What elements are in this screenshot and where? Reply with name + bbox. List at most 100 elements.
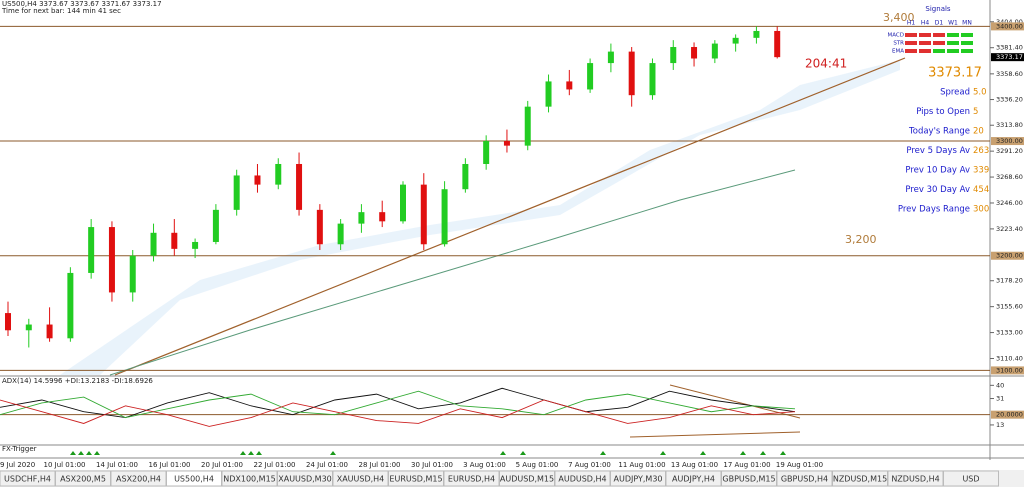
candle-body [628, 51, 635, 96]
info-label: Pips to Open [916, 107, 970, 117]
tab-label[interactable]: AUDUSD,M15 [500, 475, 554, 484]
info-price: 3373.17 [928, 66, 982, 81]
y-tick-label: 3223.40 [996, 225, 1023, 233]
signal-cell [947, 41, 959, 45]
tab-label[interactable]: NDX100,M15 [223, 475, 276, 484]
header-timer: Time for next bar: 144 min 41 sec [1, 7, 121, 15]
signal-cell [933, 33, 945, 37]
tab-label[interactable]: ASX200,M5 [60, 475, 106, 484]
tab-label[interactable]: US500,H4 [174, 475, 214, 484]
info-label: Today's Range [908, 127, 970, 137]
trigger-arrows [70, 451, 786, 455]
x-tick-label: 9 Jul 2020 [0, 461, 35, 469]
x-tick-label: 10 Jul 01:00 [44, 461, 86, 469]
tab-label[interactable]: EURUSD,M15 [389, 475, 442, 484]
moving-average [109, 169, 796, 376]
tab-label[interactable]: EURUSD,H4 [448, 475, 495, 484]
tab[interactable] [943, 470, 999, 487]
tab-label[interactable]: GBPUSD,H4 [781, 475, 828, 484]
signal-row: EMA [892, 49, 904, 55]
y-tick-label: 3155.60 [996, 303, 1023, 311]
x-tick-label: 14 Jul 01:00 [96, 461, 138, 469]
info-value: 5 [973, 107, 978, 117]
candle-body [316, 209, 323, 245]
candle-body [150, 232, 157, 256]
arrow [500, 451, 506, 455]
arrow [740, 451, 746, 455]
price-label: 3373.17 [996, 53, 1023, 61]
info-value: 20 [973, 127, 984, 137]
y-tick-label: 31 [996, 395, 1004, 403]
candle-body [691, 47, 698, 59]
tab-label[interactable]: USD [962, 475, 979, 484]
candle-body [566, 81, 573, 90]
x-tick-label: 19 Aug 01:00 [776, 461, 823, 469]
x-tick-label: 28 Jul 01:00 [359, 461, 401, 469]
signal-cell [947, 33, 959, 37]
arrow [256, 451, 262, 455]
info-label: Prev 10 Day Av [905, 166, 970, 176]
signal-cell [905, 49, 917, 53]
candle-body [462, 163, 469, 190]
level-label-bg [991, 251, 1024, 260]
tab-label[interactable]: ASX200,H4 [116, 475, 161, 484]
candle-body [670, 47, 677, 64]
y-tick-label: 3336.20 [996, 96, 1023, 104]
arrow [660, 451, 666, 455]
candle-body [400, 184, 406, 222]
signal-col: W1 [948, 20, 958, 27]
tab-label[interactable]: USDCHF,H4 [4, 475, 51, 484]
y-tick-label: 3110.40 [996, 354, 1023, 362]
arrow [240, 451, 246, 455]
x-tick-label: 30 Jul 01:00 [411, 461, 453, 469]
adx-line [0, 390, 796, 419]
candle-body [441, 189, 448, 245]
x-tick-label: 3 Aug 01:00 [463, 461, 506, 469]
info-value: 5.0 [973, 88, 987, 98]
tab-label[interactable]: NZDUSD,M15 [833, 475, 887, 484]
cloud [60, 60, 900, 375]
candle-body [5, 313, 11, 331]
tab-label[interactable]: AUDUSD,H4 [558, 475, 606, 484]
candle-body [732, 37, 739, 44]
price-label-bg [991, 53, 1024, 62]
arrow [760, 451, 766, 455]
tab-label[interactable]: XAUUSD,M30 [278, 475, 332, 484]
info-label: Spread [940, 88, 970, 98]
annotation: 3,200 [845, 233, 877, 246]
x-tick-label: 5 Aug 01:00 [516, 461, 559, 469]
signal-cell [961, 33, 973, 37]
signal-row: MACD [888, 33, 905, 39]
tab-label[interactable]: AUDJPY,H4 [672, 475, 715, 484]
y-tick-label: 13 [996, 421, 1004, 429]
signal-cell [961, 49, 973, 53]
info-value: 300 [973, 205, 989, 215]
signal-cell [905, 41, 917, 45]
info-value: 454 [973, 185, 989, 195]
candle-body [545, 81, 552, 107]
tab-label[interactable]: NZDUSD,H4 [891, 475, 939, 484]
level-label: 3100.00 [996, 366, 1023, 374]
y-tick-label: 3133.00 [996, 329, 1023, 337]
x-tick-label: 7 Aug 01:00 [568, 461, 611, 469]
candle-body [711, 43, 718, 59]
candle-body [503, 141, 510, 146]
candle-body [88, 227, 95, 273]
tab-label[interactable]: XAUUSD,H4 [337, 475, 385, 484]
arrow [248, 451, 254, 455]
candle-body [46, 324, 53, 339]
tab-label[interactable]: AUDJPY,M30 [613, 475, 662, 484]
candle-body [192, 241, 199, 249]
signal-cell [933, 41, 945, 45]
info-label: Prev Days Range [898, 205, 970, 215]
arrow [94, 451, 100, 455]
y-tick-label: 3313.80 [996, 121, 1023, 129]
candle-body [129, 255, 136, 293]
level-label-bg [991, 410, 1024, 419]
level-label: 3300.00 [996, 137, 1023, 145]
signal-cell [961, 41, 973, 45]
candle-body [420, 184, 427, 245]
tab-label[interactable]: GBPUSD,M15 [722, 475, 775, 484]
signal-cell [919, 41, 931, 45]
